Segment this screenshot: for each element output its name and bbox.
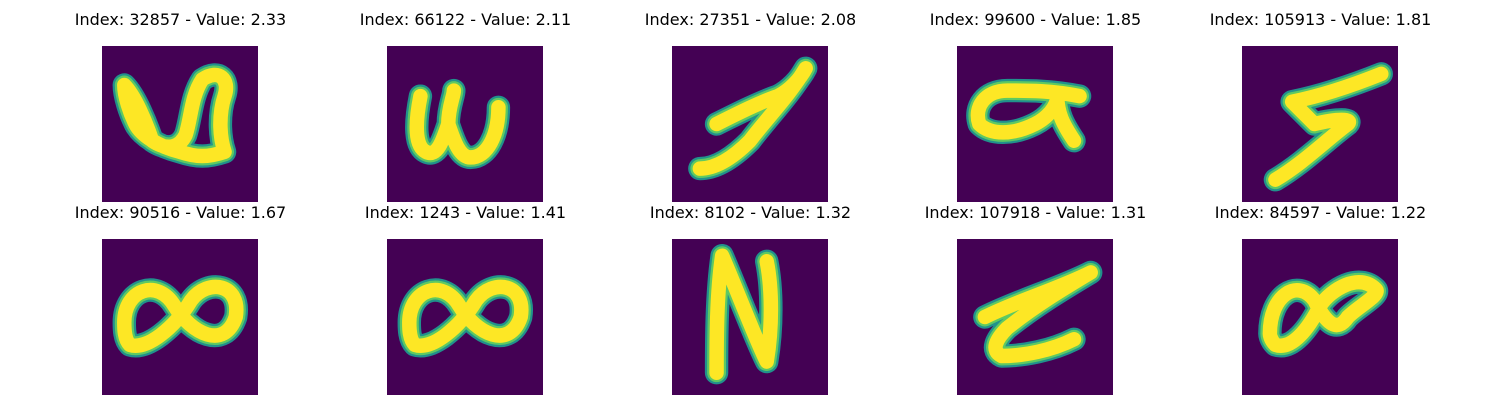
glyph-w xyxy=(387,46,543,202)
sample-title: Index: 90516 - Value: 1.67 xyxy=(74,203,287,222)
sample-index: 107918 xyxy=(979,203,1041,222)
sample-title: Index: 27351 - Value: 2.08 xyxy=(644,10,857,29)
sample-image xyxy=(387,239,543,395)
sample-index: 8102 xyxy=(704,203,746,222)
sample-value: 2.11 xyxy=(535,10,572,29)
sample-value: 1.31 xyxy=(1110,203,1147,222)
sample-cell: Index: 32857 - Value: 2.33 xyxy=(38,10,323,202)
sample-index: 90516 xyxy=(129,203,181,222)
sample-image xyxy=(1242,46,1398,202)
glyph-z-scribble xyxy=(957,239,1113,395)
sample-cell: Index: 90516 - Value: 1.67 xyxy=(38,203,323,395)
glyph-zigzag xyxy=(1242,46,1398,202)
sample-cell: Index: 105913 - Value: 1.81 xyxy=(1178,10,1463,202)
sample-title: Index: 1243 - Value: 1.41 xyxy=(364,203,567,222)
sample-index: 27351 xyxy=(699,10,751,29)
sample-index: 105913 xyxy=(1264,10,1326,29)
sample-image xyxy=(102,239,258,395)
sample-cell: Index: 27351 - Value: 2.08 xyxy=(608,10,893,202)
sample-value: 2.33 xyxy=(250,10,287,29)
sample-value: 1.32 xyxy=(815,203,852,222)
sample-image xyxy=(1242,239,1398,395)
sample-title: Index: 8102 - Value: 1.32 xyxy=(649,203,852,222)
sample-cell: Index: 8102 - Value: 1.32 xyxy=(608,203,893,395)
sample-value: 1.81 xyxy=(1395,10,1432,29)
sample-title: Index: 99600 - Value: 1.85 xyxy=(929,10,1142,29)
glyph-infinity-small xyxy=(1242,239,1398,395)
sample-index: 99600 xyxy=(984,10,1036,29)
sample-image xyxy=(102,46,258,202)
sample-title: Index: 32857 - Value: 2.33 xyxy=(74,10,287,29)
sample-cell: Index: 99600 - Value: 1.85 xyxy=(893,10,1178,202)
glyph-n xyxy=(672,239,828,395)
sample-cell: Index: 1243 - Value: 1.41 xyxy=(323,203,608,395)
sample-value: 1.85 xyxy=(1105,10,1142,29)
sample-value: 1.67 xyxy=(250,203,287,222)
sample-image xyxy=(387,46,543,202)
sample-image xyxy=(957,46,1113,202)
glyph-u-loop xyxy=(102,46,258,202)
sample-index: 66122 xyxy=(414,10,466,29)
sample-title: Index: 66122 - Value: 2.11 xyxy=(359,10,572,29)
sample-index: 1243 xyxy=(419,203,461,222)
sample-title: Index: 105913 - Value: 1.81 xyxy=(1209,10,1432,29)
glyph-infinity xyxy=(387,239,543,395)
glyph-j-slash xyxy=(672,46,828,202)
sample-cell: Index: 84597 - Value: 1.22 xyxy=(1178,203,1463,395)
sample-image xyxy=(672,46,828,202)
sample-image xyxy=(957,239,1113,395)
sample-cell: Index: 107918 - Value: 1.31 xyxy=(893,203,1178,395)
sample-image xyxy=(672,239,828,395)
sample-title: Index: 84597 - Value: 1.22 xyxy=(1214,203,1427,222)
glyph-alpha xyxy=(957,46,1113,202)
sample-title: Index: 107918 - Value: 1.31 xyxy=(924,203,1147,222)
sample-value: 1.22 xyxy=(1390,203,1427,222)
sample-value: 2.08 xyxy=(820,10,857,29)
glyph-infinity xyxy=(102,239,258,395)
sample-index: 84597 xyxy=(1269,203,1321,222)
sample-value: 1.41 xyxy=(530,203,567,222)
sample-index: 32857 xyxy=(129,10,181,29)
sample-cell: Index: 66122 - Value: 2.11 xyxy=(323,10,608,202)
